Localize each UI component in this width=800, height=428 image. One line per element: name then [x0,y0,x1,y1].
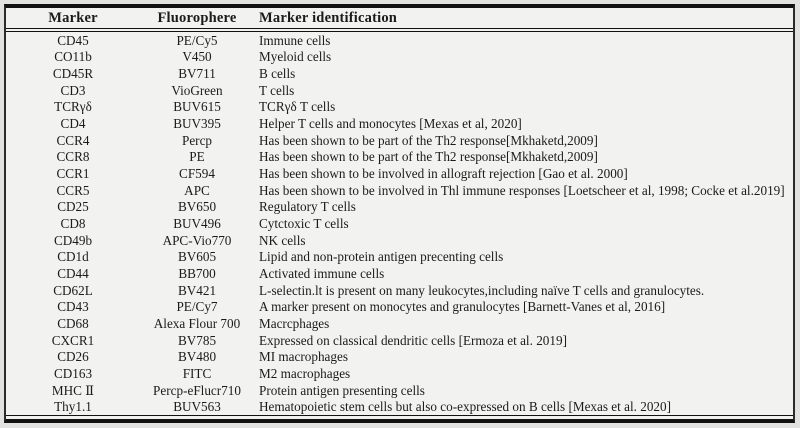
table-row: CD44 BB700 Activated immune cells [6,265,793,282]
marker-table: Marker Fluorophere Marker identification… [4,4,795,423]
table-row: CD4 BUV395 Helper T cells and monocytes … [6,115,793,132]
table-body: CD45 PE/Cy5 Immune cells CO11b V450 Myel… [6,32,793,416]
marker-cell: CD43 [57,299,89,315]
table-row: CD26 BV480 MI macrophages [6,348,793,365]
identification-cell: Has been shown to be part of the Th2 res… [259,132,598,148]
fluorophore-cell: BV605 [177,249,217,265]
identification-cell: Activated immune cells [259,266,385,282]
table-row: CCR4 Percp Has been shown to be part of … [6,132,793,149]
identification-cell: Has been shown to be part of the Th2 res… [259,149,598,165]
table-row: CD43 PE/Cy7 A marker present on monocyte… [6,299,793,316]
fluorophore-cell: BUV615 [173,99,221,115]
marker-cell: CD49b [53,232,93,248]
fluorophore-cell: BV711 [178,66,216,82]
fluorophore-cell: BB700 [178,266,216,282]
marker-cell: CD1d [57,249,89,265]
identification-cell: L-selectin.lt is present on many leukocy… [259,282,705,298]
table-row: Thy1.1 BUV563 Hematopoietic stem cells b… [6,398,793,415]
marker-cell: CCR4 [56,132,90,148]
marker-cell: CCR1 [56,166,90,182]
identification-cell: M2 macrophages [259,365,351,381]
marker-cell: CD68 [57,315,89,331]
fluorophore-cell: Alexa Flour 700 [153,315,241,331]
identification-cell: Has been shown to be involved in allogra… [259,166,628,182]
identification-cell: Regulatory T cells [259,199,356,215]
marker-cell: CCR8 [56,149,90,165]
table-row: CCR5 APC Has been shown to be involved i… [6,182,793,199]
fluorophore-cell: BUV563 [173,399,221,415]
table-row: CD68 Alexa Flour 700 Macrcphages [6,315,793,332]
table-row: CD1d BV605 Lipid and non-protein antigen… [6,249,793,266]
marker-cell: MHC Ⅱ [51,382,95,398]
table-row: CXCR1 BV785 Expressed on classical dendr… [6,332,793,349]
table-row: CD62L BV421 L-selectin.lt is present on … [6,282,793,299]
marker-cell: CD25 [57,199,89,215]
table-row: CD25 BV650 Regulatory T cells [6,199,793,216]
table-row: CD49b APC-Vio770 NK cells [6,232,793,249]
fluorophore-cell: BV650 [177,199,217,215]
identification-cell: Immune cells [259,32,331,48]
table-row: MHC Ⅱ Percp-eFlucr710 Protein antigen pr… [6,382,793,399]
table-row: CD3 VioGreen T cells [6,82,793,99]
fluorophore-cell: BV785 [177,332,217,348]
table-row: TCRγδ BUV615 TCRγδ T cells [6,99,793,116]
table-row: CD163 FITC M2 macrophages [6,365,793,382]
marker-cell: CD4 [60,116,86,132]
marker-cell: CD8 [60,216,86,232]
marker-cell: Thy1.1 [54,399,92,415]
table-row: CO11b V450 Myeloid cells [6,49,793,66]
fluorophore-cell: V450 [182,49,212,65]
identification-cell: Myeloid cells [259,49,332,65]
table-row: CD45 PE/Cy5 Immune cells [6,32,793,49]
identification-cell: MI macrophages [259,349,348,365]
fluorophore-cell: PE/Cy7 [176,299,218,315]
marker-cell: CO11b [54,49,92,65]
fluorophore-cell: VioGreen [171,82,223,98]
marker-cell: CD45 [57,32,89,48]
identification-cell: B cells [259,66,296,82]
fluorophore-cell: BV421 [177,282,217,298]
column-header-fluorophore: Fluorophere [157,9,237,26]
marker-cell: CD44 [57,266,89,282]
column-header-marker: Marker [48,9,98,26]
fluorophore-cell: PE [189,149,205,165]
identification-cell: Expressed on classical dendritic cells [… [259,332,567,348]
marker-cell: CD3 [60,82,86,98]
identification-cell: TCRγδ T cells [259,99,336,115]
identification-cell: NK cells [259,232,306,248]
marker-cell: CD26 [57,349,89,365]
table-header-row: Marker Fluorophere Marker identification [6,8,793,32]
fluorophore-cell: Percp [181,132,213,148]
table-row: CD8 BUV496 Cytctoxic T cells [6,215,793,232]
marker-cell: CD62L [53,282,93,298]
marker-cell: CD163 [53,365,93,381]
table-row: CCR8 PE Has been shown to be part of the… [6,149,793,166]
identification-cell: Protein antigen presenting cells [259,382,425,398]
fluorophore-cell: BUV395 [173,116,221,132]
column-header-identification: Marker identification [259,9,398,26]
marker-cell: CXCR1 [51,332,95,348]
fluorophore-cell: BUV496 [173,216,221,232]
marker-cell: CD45R [52,66,94,82]
identification-cell: Hematopoietic stem cells but also co-exp… [259,399,671,415]
fluorophore-cell: CF594 [179,166,215,182]
identification-cell: T cells [259,82,295,98]
identification-cell: A marker present on monocytes and granul… [259,299,666,315]
table-row: CCR1 CF594 Has been shown to be involved… [6,165,793,182]
identification-cell: Has been shown to be involved in Thl imm… [259,182,785,198]
marker-cell: TCRγδ [54,99,92,115]
fluorophore-cell: APC [184,182,210,198]
identification-cell: Lipid and non-protein antigen precenting… [259,249,504,265]
fluorophore-cell: FITC [182,365,212,381]
fluorophore-cell: PE/Cy5 [176,32,218,48]
table-row: CD45R BV711 B cells [6,65,793,82]
fluorophore-cell: BV480 [177,349,217,365]
identification-cell: Macrcphages [259,315,330,331]
identification-cell: Helper T cells and monocytes [Mexas et a… [259,116,522,132]
fluorophore-cell: APC-Vio770 [162,232,232,248]
marker-cell: CCR5 [56,182,90,198]
fluorophore-cell: Percp-eFlucr710 [153,382,241,398]
identification-cell: Cytctoxic T cells [259,216,349,232]
